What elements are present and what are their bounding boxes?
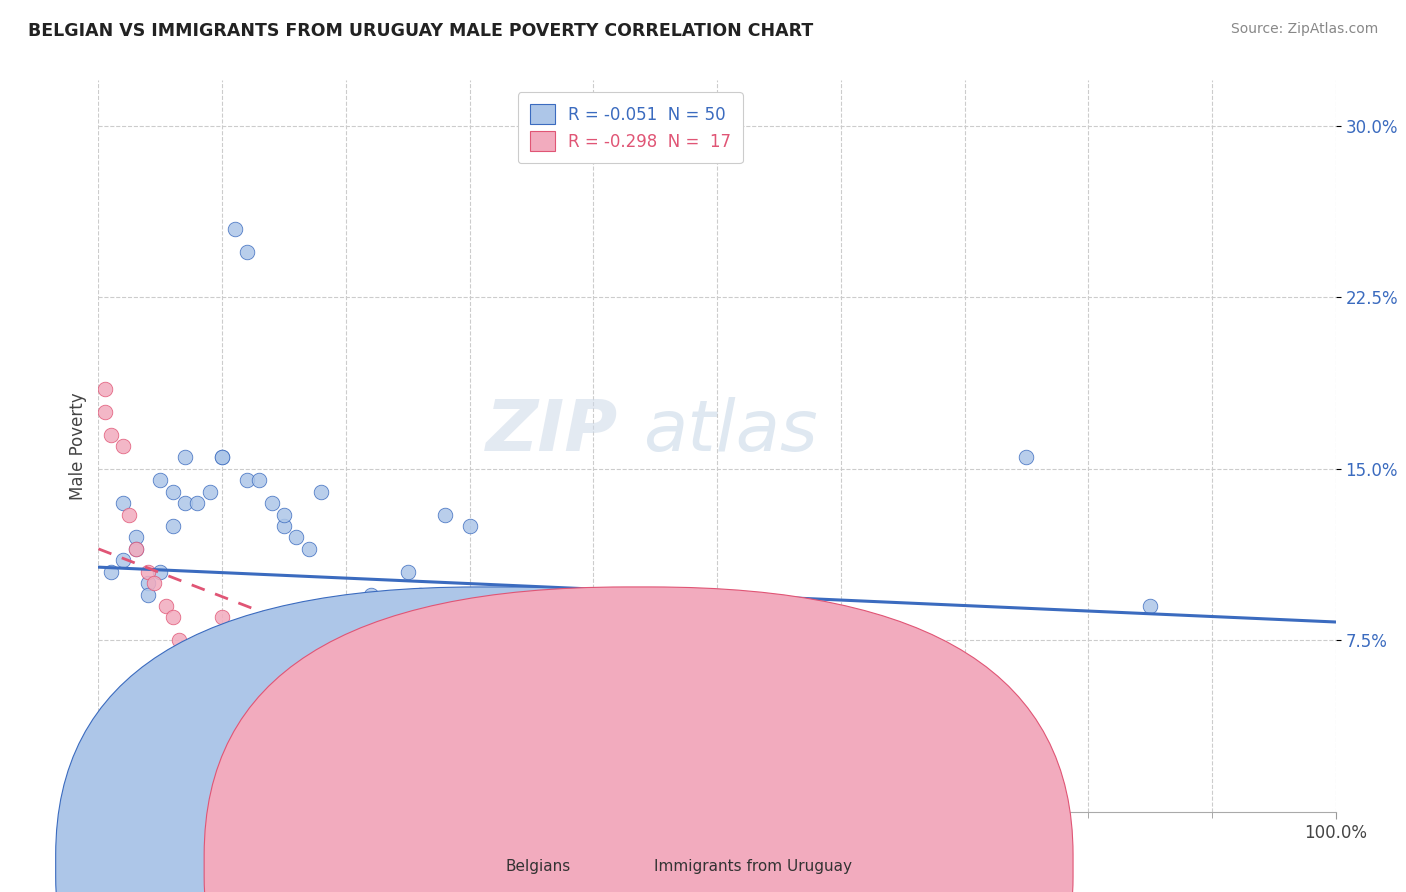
Point <box>260 496 283 510</box>
Point <box>273 508 295 522</box>
Text: Belgians: Belgians <box>506 859 571 873</box>
Point <box>236 645 259 659</box>
Point <box>155 599 177 613</box>
Text: ZIP: ZIP <box>486 397 619 466</box>
Point <box>322 633 344 648</box>
Point <box>298 541 321 556</box>
Point <box>236 473 259 487</box>
Point <box>143 576 166 591</box>
Point <box>124 541 146 556</box>
Point <box>174 496 197 510</box>
Point <box>112 553 135 567</box>
Point <box>706 679 728 693</box>
Point <box>93 405 115 419</box>
Text: Immigrants from Uruguay: Immigrants from Uruguay <box>654 859 852 873</box>
Point <box>174 450 197 465</box>
Point <box>335 633 357 648</box>
Point <box>433 508 456 522</box>
Point <box>100 565 122 579</box>
Legend: R = -0.051  N = 50, R = -0.298  N =  17: R = -0.051 N = 50, R = -0.298 N = 17 <box>519 92 742 163</box>
Point <box>458 519 481 533</box>
Point <box>1015 450 1038 465</box>
Point <box>162 519 184 533</box>
Point <box>198 484 221 499</box>
Point <box>136 576 159 591</box>
Point <box>422 599 444 613</box>
Point <box>384 656 406 670</box>
Y-axis label: Male Poverty: Male Poverty <box>69 392 87 500</box>
Point <box>247 473 270 487</box>
Point <box>198 633 221 648</box>
Point <box>124 541 146 556</box>
Point <box>458 599 481 613</box>
Point <box>396 565 419 579</box>
Point <box>830 622 852 636</box>
Point <box>118 508 141 522</box>
Point <box>186 496 208 510</box>
Point <box>162 484 184 499</box>
Point <box>1139 599 1161 613</box>
Point <box>100 427 122 442</box>
Point <box>211 450 233 465</box>
Point <box>186 645 208 659</box>
Point <box>93 382 115 396</box>
Point <box>211 450 233 465</box>
Point <box>236 244 259 259</box>
Point <box>162 610 184 624</box>
Point <box>149 473 172 487</box>
Point <box>112 439 135 453</box>
Point <box>211 610 233 624</box>
Point <box>124 530 146 544</box>
Point <box>112 496 135 510</box>
Point <box>409 588 432 602</box>
Point <box>384 633 406 648</box>
Point <box>136 565 159 579</box>
Point <box>360 588 382 602</box>
Point <box>582 656 605 670</box>
Point <box>309 484 332 499</box>
Point <box>557 679 579 693</box>
Point <box>167 633 190 648</box>
Point <box>644 714 666 728</box>
Point <box>607 656 630 670</box>
Point <box>149 565 172 579</box>
Point <box>347 610 370 624</box>
Point <box>520 679 543 693</box>
Point <box>273 519 295 533</box>
Point <box>484 667 506 681</box>
Text: Source: ZipAtlas.com: Source: ZipAtlas.com <box>1230 22 1378 37</box>
Text: BELGIAN VS IMMIGRANTS FROM URUGUAY MALE POVERTY CORRELATION CHART: BELGIAN VS IMMIGRANTS FROM URUGUAY MALE … <box>28 22 813 40</box>
Point <box>136 588 159 602</box>
Point <box>224 222 246 236</box>
Point <box>768 656 790 670</box>
Point <box>360 610 382 624</box>
Text: atlas: atlas <box>643 397 817 466</box>
Point <box>371 599 394 613</box>
Point <box>285 530 308 544</box>
